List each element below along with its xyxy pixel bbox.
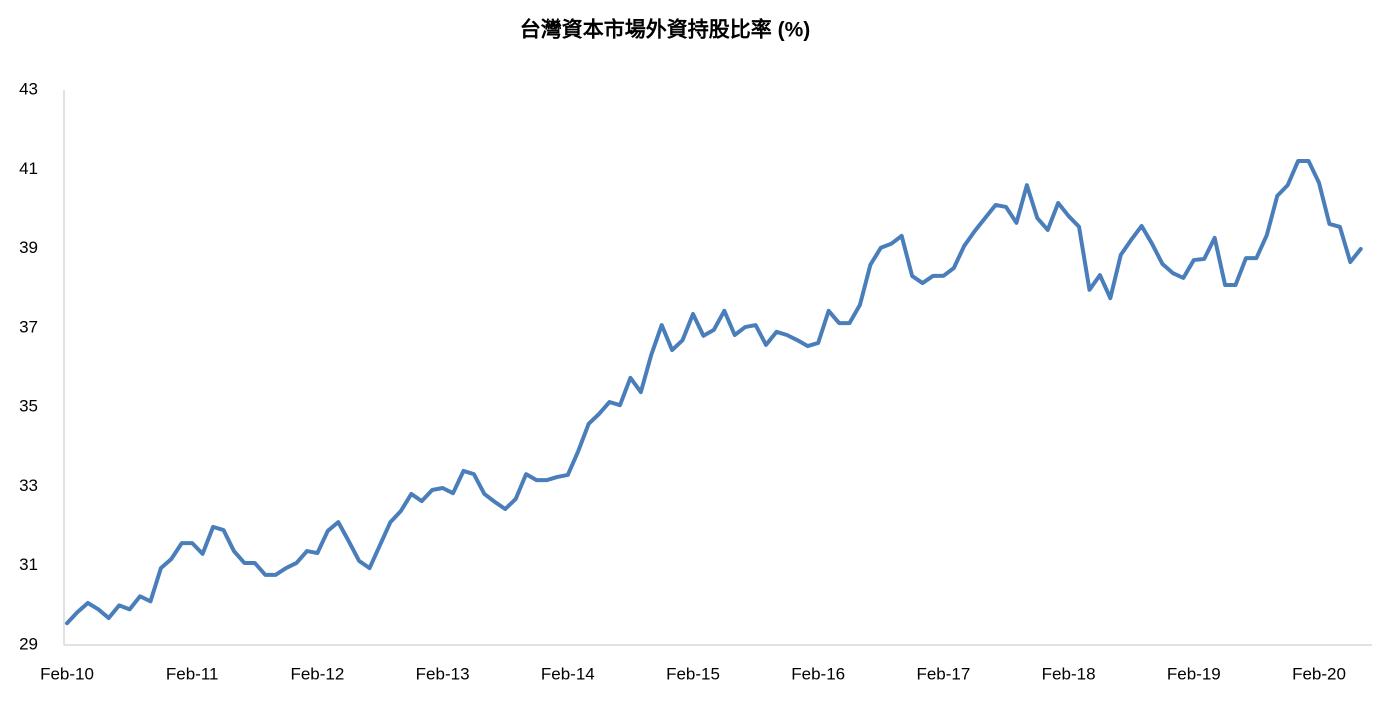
y-tick-label: 35 [19, 397, 38, 416]
y-tick-label: 31 [19, 555, 38, 574]
x-tick-label: Feb-11 [166, 664, 219, 683]
x-tick-label: Feb-13 [416, 664, 470, 683]
y-tick-label: 37 [19, 317, 38, 336]
x-tick-label: Feb-18 [1042, 664, 1096, 683]
y-tick-label: 29 [19, 634, 38, 653]
y-tick-label: 43 [19, 79, 38, 98]
x-tick-label: Feb-14 [541, 664, 595, 683]
x-tick-label: Feb-12 [290, 664, 344, 683]
x-tick-label: Feb-16 [791, 664, 845, 683]
y-tick-label: 39 [19, 238, 38, 257]
x-tick-label: Feb-15 [666, 664, 720, 683]
chart-title: 台灣資本市場外資持股比率 (%) [520, 18, 811, 42]
x-tick-label: Feb-10 [40, 664, 94, 683]
x-tick-label: Feb-17 [916, 664, 970, 683]
y-tick-label: 33 [19, 476, 38, 495]
x-tick-label: Feb-20 [1292, 664, 1346, 683]
x-tick-label: Feb-19 [1167, 664, 1221, 683]
data-line [65, 158, 1363, 626]
y-tick-label: 41 [19, 159, 38, 178]
